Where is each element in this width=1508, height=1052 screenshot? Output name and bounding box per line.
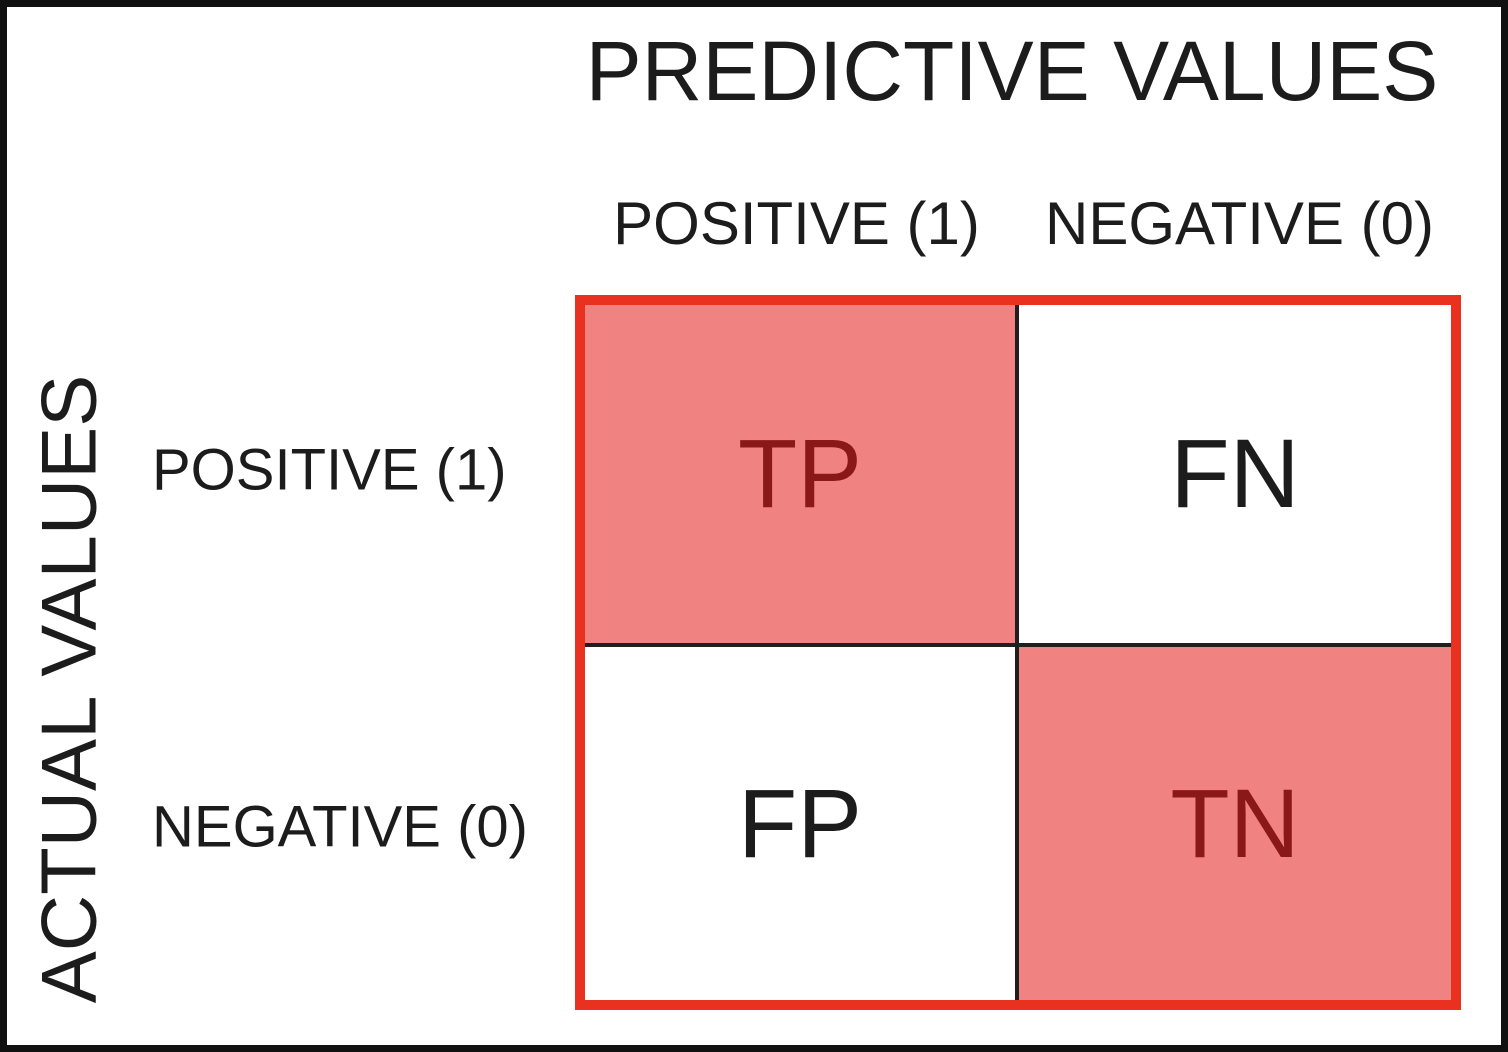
cell-true-positive: TP — [585, 305, 1019, 647]
cell-fp-label: FP — [738, 768, 862, 878]
predictive-values-title: PREDICTIVE VALUES — [585, 24, 1439, 118]
cell-false-negative: FN — [1019, 305, 1451, 647]
column-header-negative: NEGATIVE (0) — [1045, 190, 1434, 257]
cell-true-negative: TN — [1019, 647, 1451, 1000]
row-header-positive: POSITIVE (1) — [152, 437, 507, 503]
cell-tn-label: TN — [1170, 768, 1300, 878]
actual-values-axis-label: ACTUAL VALUES — [24, 374, 113, 1004]
confusion-matrix: TP FN FP TN — [575, 295, 1461, 1010]
cell-false-positive: FP — [585, 647, 1019, 1000]
cell-fn-label: FN — [1170, 419, 1300, 528]
column-header-positive: POSITIVE (1) — [613, 190, 980, 257]
cell-tp-label: TP — [738, 419, 862, 528]
row-header-negative: NEGATIVE (0) — [152, 794, 528, 860]
column-headers: POSITIVE (1) NEGATIVE (0) — [575, 189, 1461, 258]
